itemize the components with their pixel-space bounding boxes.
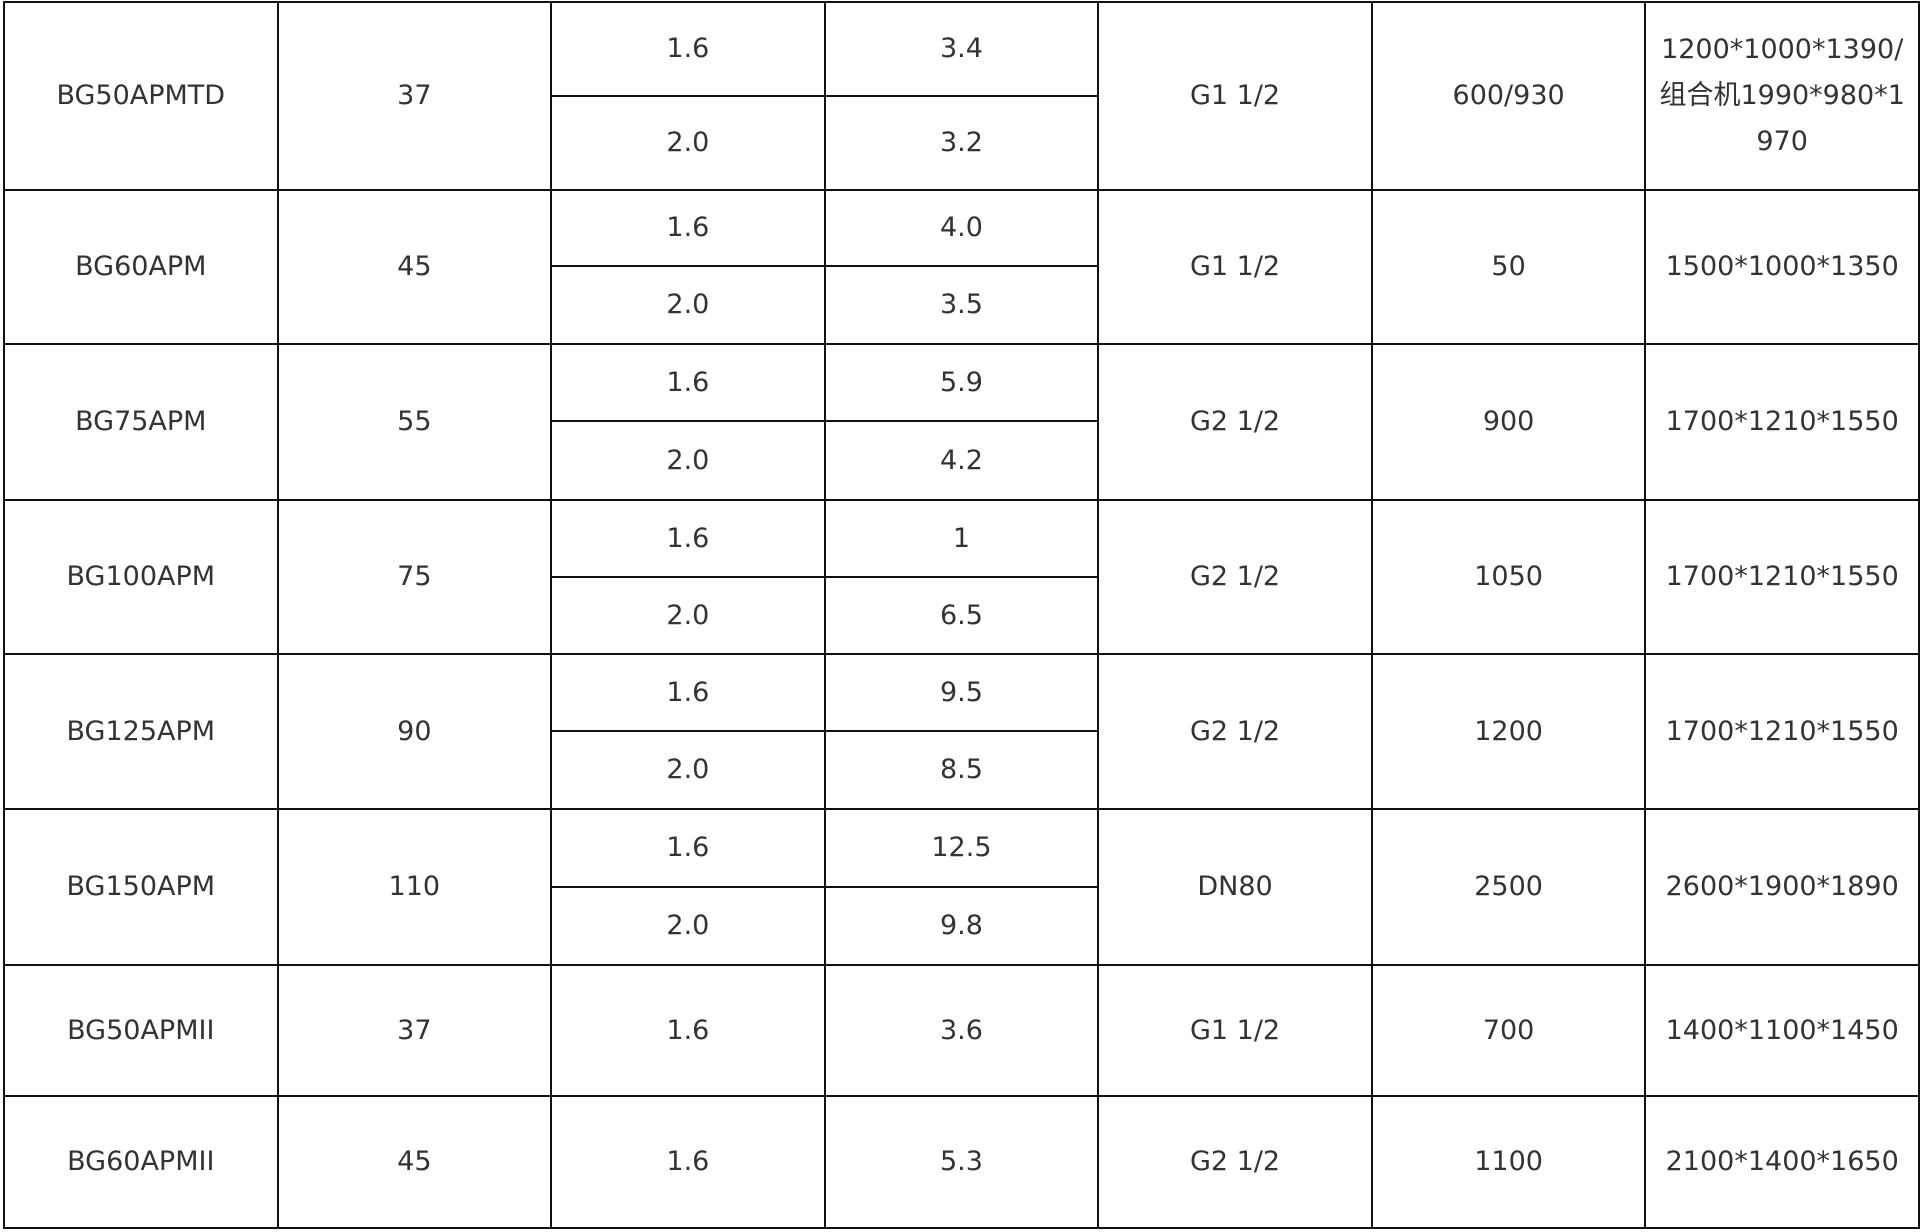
connection-cell: G1 1/2	[1097, 189, 1373, 345]
specs-table: BG50APMTD 37 1.6 3.4 G1 1/2 600/930 1200*1000*…	[3, 1, 1920, 1229]
flow-cell: 4.2	[823, 420, 1100, 501]
pressure-cell: 1.6	[550, 343, 826, 422]
flow-cell: 8.5	[823, 730, 1100, 810]
dimensions-cell: 1200*1000*1390/组合机1990*980*1970	[1644, 1, 1920, 191]
power-cell: 45	[276, 189, 553, 345]
connection-cell: G2 1/2	[1097, 343, 1373, 501]
pressure-cell: 2.0	[550, 730, 826, 810]
model-cell: BG60APMII	[3, 1095, 279, 1229]
power-cell: 37	[276, 1, 553, 191]
table-row: 2.0 3.5	[4, 265, 1919, 345]
connection-cell: G1 1/2	[1097, 964, 1373, 1097]
table-row: 2.0 3.2	[4, 95, 1919, 191]
dimensions-cell: 1700*1210*1550	[1644, 343, 1920, 501]
dimensions-cell: 1700*1210*1550	[1644, 499, 1920, 655]
model-cell: BG150APM	[3, 808, 279, 966]
table-row: BG60APM 45 1.6 4.0 G1 1/2 50 1500*1000*1350	[3, 189, 1920, 345]
flow-cell: 3.6	[823, 964, 1100, 1097]
pressure-cell: 2.0	[550, 886, 826, 966]
pressure-cell: 2.0	[550, 420, 826, 501]
table-row: BG150APM 110 1.6 12.5 DN80 2500 2600*1900*1890	[3, 808, 1920, 966]
table-row: 2.0 9.8	[4, 886, 1919, 966]
dimensions-cell: 1400*1100*1450	[1644, 964, 1920, 1097]
pressure-cell: 1.6	[550, 1095, 826, 1229]
flow-cell: 3.5	[823, 265, 1100, 345]
power-cell: 75	[276, 499, 553, 655]
connection-cell: G1 1/2	[1097, 1, 1373, 191]
weight-cell: 2500	[1370, 808, 1647, 966]
pressure-cell: 1.6	[550, 653, 826, 732]
dimensions-cell: 2100*1400*1650	[1644, 1095, 1920, 1229]
power-cell: 110	[276, 808, 553, 966]
flow-cell: 9.5	[823, 653, 1100, 732]
table-row: BG125APM 90 1.6 9.5 G2 1/2 1200 1700*1210*1550	[3, 653, 1920, 810]
flow-cell: 6.5	[823, 576, 1100, 655]
model-cell: BG125APM	[3, 653, 279, 810]
dimensions-cell: 1700*1210*1550	[1644, 653, 1920, 810]
pressure-cell: 1.6	[550, 1, 826, 97]
flow-cell: 1	[823, 499, 1100, 578]
power-cell: 90	[276, 653, 553, 810]
pressure-cell: 2.0	[550, 95, 826, 191]
model-cell: BG50APMTD	[3, 1, 279, 191]
table-row: BG50APMII 37 1.6 3.6 G1 1/2 700 1400*1100*1450	[3, 964, 1920, 1097]
table-row: BG60APMII 45 1.6 5.3 G2 1/2 1100 2100*1400*165…	[3, 1095, 1920, 1229]
pressure-cell: 1.6	[550, 964, 826, 1097]
weight-cell: 700	[1370, 964, 1647, 1097]
weight-cell: 600/930	[1370, 1, 1647, 191]
dimensions-cell: 1500*1000*1350	[1644, 189, 1920, 345]
connection-cell: G2 1/2	[1097, 499, 1373, 655]
flow-cell: 5.3	[823, 1095, 1100, 1229]
weight-cell: 1200	[1370, 653, 1647, 810]
connection-cell: DN80	[1097, 808, 1373, 966]
weight-cell: 900	[1370, 343, 1647, 501]
pressure-cell: 2.0	[550, 265, 826, 345]
flow-cell: 5.9	[823, 343, 1100, 422]
flow-cell: 3.4	[823, 1, 1100, 97]
pressure-cell: 1.6	[550, 499, 826, 578]
table-row: 2.0 6.5	[4, 576, 1919, 655]
weight-cell: 1050	[1370, 499, 1647, 655]
model-cell: BG60APM	[3, 189, 279, 345]
table-row: 2.0 4.2	[4, 420, 1919, 501]
power-cell: 45	[276, 1095, 553, 1229]
weight-cell: 50	[1370, 189, 1647, 345]
flow-cell: 12.5	[823, 808, 1100, 888]
flow-cell: 4.0	[823, 189, 1100, 267]
model-cell: BG50APMII	[3, 964, 279, 1097]
table-row: 2.0 8.5	[4, 730, 1919, 810]
dimensions-cell: 2600*1900*1890	[1644, 808, 1920, 966]
model-cell: BG75APM	[3, 343, 279, 501]
connection-cell: G2 1/2	[1097, 1095, 1373, 1229]
pressure-cell: 2.0	[550, 576, 826, 655]
power-cell: 37	[276, 964, 553, 1097]
connection-cell: G2 1/2	[1097, 653, 1373, 810]
pressure-cell: 1.6	[550, 189, 826, 267]
model-cell: BG100APM	[3, 499, 279, 655]
flow-cell: 9.8	[823, 886, 1100, 966]
power-cell: 55	[276, 343, 553, 501]
weight-cell: 1100	[1370, 1095, 1647, 1229]
table-row: BG50APMTD 37 1.6 3.4 G1 1/2 600/930 1200*1000*…	[3, 1, 1920, 191]
table-row: BG100APM 75 1.6 1 G2 1/2 1050 1700*1210*1550	[3, 499, 1920, 655]
table-row: BG75APM 55 1.6 5.9 G2 1/2 900 1700*1210*1550	[3, 343, 1920, 501]
pressure-cell: 1.6	[550, 808, 826, 888]
flow-cell: 3.2	[823, 95, 1100, 191]
